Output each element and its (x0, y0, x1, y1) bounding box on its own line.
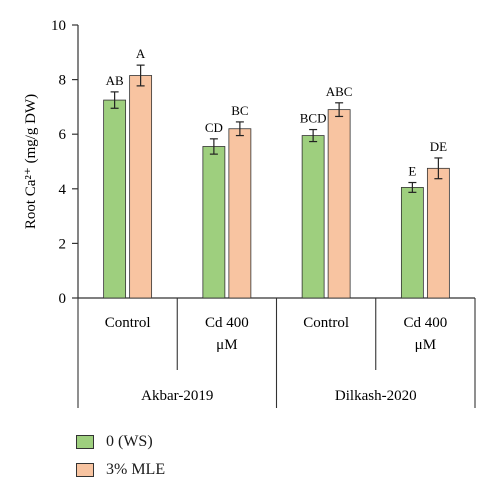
legend-item-series-2: 3% MLE (76, 456, 165, 484)
x-category-label: μM (216, 337, 237, 353)
y-tick-label: 2 (59, 236, 67, 252)
y-tick-label: 10 (51, 18, 66, 34)
significance-letter: E (408, 164, 416, 179)
significance-letter: ABC (326, 84, 353, 99)
bar-mle-1 (129, 75, 153, 299)
legend-swatch-series-2 (76, 463, 94, 477)
bar-ws-1 (103, 99, 127, 299)
legend-label-series-2: 3% MLE (106, 461, 166, 478)
x-group-label: Dilkash-2020 (335, 388, 417, 404)
significance-letter: AB (106, 73, 124, 88)
significance-letter: BCD (300, 111, 327, 126)
y-tick-label: 4 (59, 182, 67, 198)
significance-letter: CD (205, 120, 223, 135)
y-tick-label: 6 (59, 127, 67, 143)
legend-item-series-1: 0 (WS) (76, 428, 165, 456)
x-category-label: Cd 400 (403, 315, 447, 331)
x-category-label: Control (105, 315, 151, 331)
bar-mle-3 (327, 109, 351, 299)
x-category-label: Control (303, 315, 349, 331)
bar-ws-2 (202, 146, 226, 299)
y-axis-label: Root Ca²⁺ (mg/g DW) (23, 94, 39, 229)
legend: 0 (WS) 3% MLE (76, 428, 165, 484)
x-category-label: Cd 400 (205, 315, 249, 331)
significance-letter: DE (430, 139, 447, 154)
bar-mle-4 (426, 167, 450, 299)
legend-label-series-1: 0 (WS) (106, 433, 153, 450)
significance-letter: A (136, 46, 146, 61)
x-group-label: Akbar-2019 (141, 388, 213, 404)
significance-letter: BC (231, 103, 248, 118)
y-tick-label: 8 (59, 73, 67, 89)
legend-swatch-series-1 (76, 435, 94, 449)
bar-ws-3 (301, 135, 325, 299)
x-category-label: μM (415, 337, 436, 353)
bar-mle-2 (228, 128, 252, 299)
chart: 0 2 4 6 8 10 Root Ca²⁺ (mg/g DW) AB A Control CD BC… (23, 18, 476, 408)
bar-ws-4 (400, 187, 424, 299)
y-tick-label: 0 (59, 291, 67, 307)
